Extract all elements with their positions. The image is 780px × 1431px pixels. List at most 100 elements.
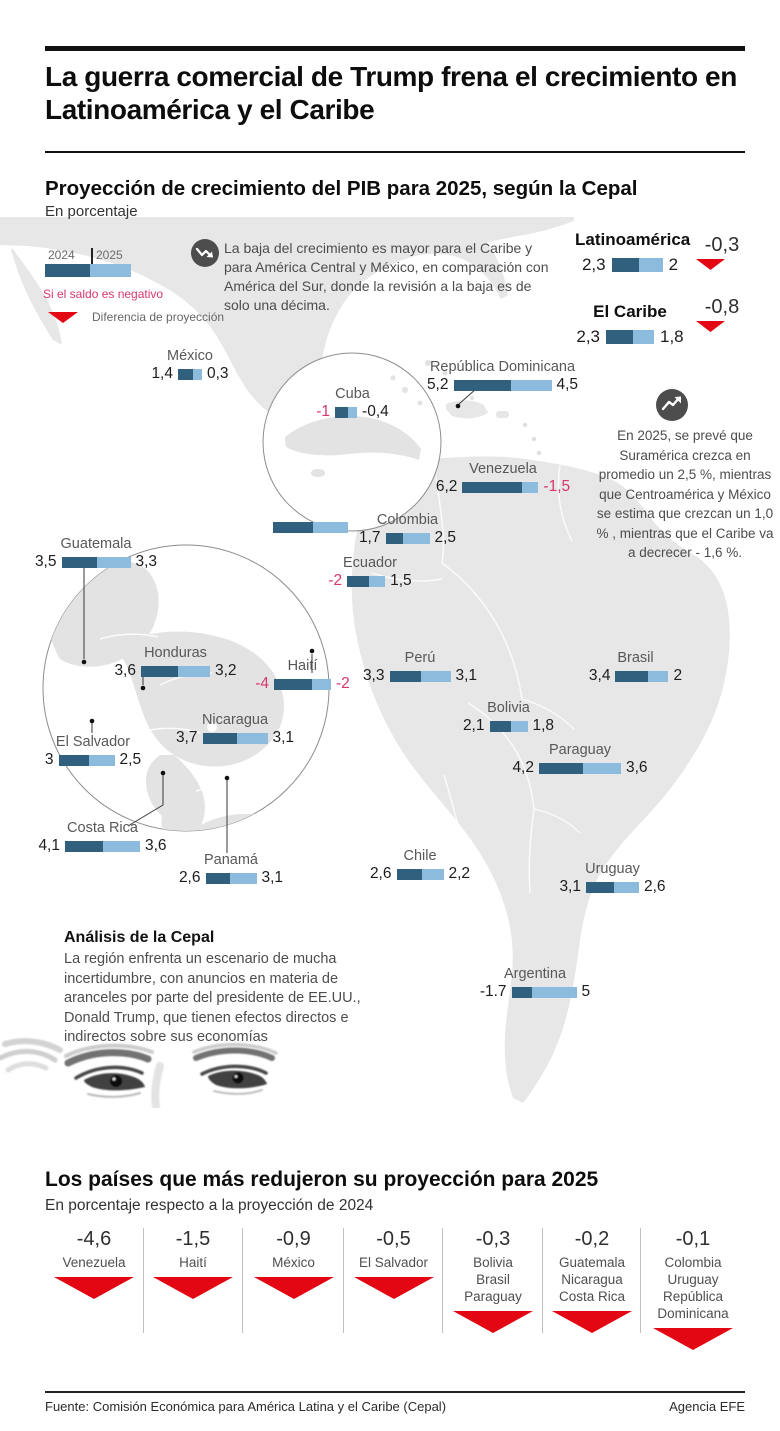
- footer-credit: Agencia EFE: [669, 1399, 745, 1414]
- country-bolivia: Bolivia 2,1 1,8: [462, 700, 555, 734]
- country-costa-rica: Costa Rica 4,1 3,6: [38, 820, 167, 854]
- reductions-columns: -4,6 Venezuela -1,5 Haití -0,9 México -0…: [45, 1228, 745, 1350]
- reduction-venezuela: -4,6 Venezuela: [45, 1228, 143, 1299]
- country-uruguay: Uruguay 3,1 2,6: [559, 861, 666, 895]
- red-triangle-icon: [153, 1277, 233, 1299]
- country-paraguay: Paraguay 4,2 3,6: [512, 742, 648, 776]
- legend-bar-2024: [45, 264, 90, 277]
- section-subtitle: En porcentaje: [45, 203, 138, 220]
- legend-negative-note: Si el saldo es negativo: [43, 287, 164, 301]
- trump-eyes-sketch: [0, 1038, 278, 1108]
- reduction-guatemala-nicaragua-costarica: -0,2 Guatemala Nicaragua Costa Rica: [543, 1228, 641, 1333]
- gdp-bar: [205, 872, 257, 884]
- legend-diff-triangle-icon: [48, 312, 78, 323]
- region-el-caribe: El Caribe 2,3 1,8: [576, 302, 684, 346]
- reductions-subtitle: En porcentaje respecto a la proyección d…: [45, 1197, 374, 1214]
- magnifier-circle-caribbean: [262, 352, 442, 532]
- country-venezuela: Venezuela 6,2 -1,5: [435, 461, 571, 495]
- column-separator: [442, 1228, 443, 1333]
- country-el-salvador: El Salvador 3 2,5: [44, 734, 142, 768]
- island-hispaniola: [446, 400, 488, 419]
- column-separator: [640, 1228, 641, 1333]
- legend-year-2025: 2025: [96, 248, 123, 262]
- legend-year-2024: 2024: [48, 248, 75, 262]
- reductions-title: Los países que más redujeron su proyecci…: [45, 1168, 599, 1191]
- diff-el-caribe: -0,8: [696, 296, 748, 332]
- island-juventud: [311, 469, 325, 477]
- gdp-bar: [396, 868, 444, 880]
- column-separator: [143, 1228, 144, 1333]
- footer-source: Fuente: Comisión Económica para América …: [45, 1399, 447, 1414]
- country-colombia: Colombia 1,7 2,5: [358, 512, 457, 546]
- red-triangle-icon: [453, 1311, 533, 1333]
- gdp-bar: [586, 881, 639, 893]
- gdp-bar: [65, 840, 140, 852]
- country-ecuador: Ecuador -2 1,5: [328, 555, 412, 589]
- column-separator: [542, 1228, 543, 1333]
- gdp-bar: [615, 670, 669, 682]
- country-chile: Chile 2,6 2,2: [369, 848, 471, 882]
- region-bar: [606, 330, 654, 344]
- gdp-bar: [141, 665, 210, 677]
- island-puerto-rico: [496, 411, 509, 418]
- gdp-bar: [178, 368, 202, 380]
- header-rule: [45, 46, 745, 51]
- title-divider: [45, 151, 745, 153]
- analysis-body: La región enfrenta un escenario de mucha…: [64, 951, 361, 1045]
- region-bar: [611, 258, 663, 272]
- reduction-haiti: -1,5 Haití: [143, 1228, 243, 1299]
- section-title: Proyección de crecimiento del PIB para 2…: [45, 177, 638, 200]
- side-note: En 2025, se prevé que Suramérica crezca …: [596, 428, 774, 560]
- country-peru: Perú 3,3 3,1: [362, 650, 478, 684]
- gdp-bar: [202, 732, 268, 744]
- trend-up-icon: [656, 389, 688, 421]
- landmass-costarica-panama-zoom: [146, 755, 299, 831]
- country-brasil: Brasil 3,4 2: [588, 650, 683, 684]
- top-note: La baja del crecimiento es mayor para el…: [224, 240, 549, 313]
- column-separator: [242, 1228, 243, 1333]
- column-separator: [343, 1228, 344, 1333]
- leader-lines: [83, 388, 477, 853]
- country-haiti: Haití -4 -2: [255, 658, 350, 692]
- reduction-el-salvador: -0,5 El Salvador: [344, 1228, 443, 1299]
- island-cuba-zoom: [285, 415, 421, 460]
- country-panama: Panamá 2,6 3,1: [178, 852, 284, 886]
- analysis-title: Análisis de la Cepal: [64, 929, 215, 946]
- legend-diff-label: Diferencia de proyección: [92, 310, 225, 324]
- diff-latinoamerica: -0,3: [696, 234, 748, 270]
- legend-bar-2025: [90, 264, 131, 277]
- red-triangle-icon: [253, 1277, 334, 1299]
- country-argentina: Argentina -1.7 5: [479, 966, 591, 1000]
- country-mexico: México 1,4 0,3: [151, 348, 229, 382]
- gdp-bar: [335, 406, 358, 418]
- footer-rule: [45, 1391, 745, 1393]
- reduction-mexico: -0,9 México: [243, 1228, 344, 1299]
- gdp-bar: [389, 670, 451, 682]
- diff-triangle-icon: [696, 321, 725, 332]
- red-triangle-icon: [353, 1277, 434, 1299]
- gdp-bar: [489, 720, 528, 732]
- legend-tick: [91, 248, 93, 264]
- gdp-bar: [511, 986, 577, 998]
- gdp-bar: [58, 754, 115, 766]
- page-title: La guerra comercial de Trump frena el cr…: [45, 61, 737, 125]
- gdp-bar: [274, 678, 331, 690]
- gdp-bar: [347, 575, 386, 587]
- reduction-bolivia-brasil-paraguay: -0,3 Bolivia Brasil Paraguay: [443, 1228, 543, 1333]
- country-cuba: Cuba -1 -0,4: [316, 386, 389, 420]
- gdp-bar: [462, 481, 539, 493]
- country-nicaragua: Nicaragua 3,7 3,1: [175, 712, 295, 746]
- red-triangle-icon: [552, 1311, 632, 1333]
- country-honduras: Honduras 3,6 3,2: [114, 645, 237, 679]
- gdp-bar: [385, 532, 430, 544]
- country-dominican-republic: República Dominicana 5,2 4,5: [426, 359, 579, 393]
- gdp-bar: [61, 556, 131, 568]
- reduction-colombia-uruguay-dominicana: -0,1 Colombia Uruguay República Dominica…: [641, 1228, 745, 1350]
- gdp-bar: [453, 379, 552, 391]
- legend-bar: [45, 264, 131, 277]
- diff-triangle-icon: [696, 259, 725, 270]
- red-triangle-icon: [653, 1328, 733, 1350]
- red-triangle-icon: [54, 1277, 134, 1299]
- trend-down-icon: [191, 239, 219, 267]
